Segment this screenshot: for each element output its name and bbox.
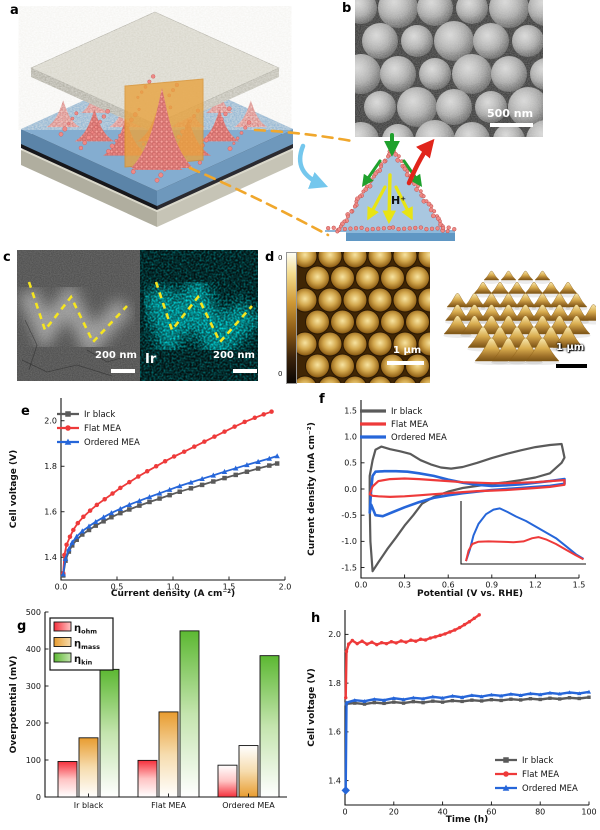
panel-label-a: a	[10, 3, 19, 18]
svg-text:Ordered MEA: Ordered MEA	[391, 433, 447, 443]
svg-text:Flat MEA: Flat MEA	[84, 424, 121, 434]
svg-text:Cell voltage (V): Cell voltage (V)	[9, 450, 19, 528]
sem-cross-section-image	[17, 250, 140, 381]
cyclic-voltammetry-chart: 0.0 0.3 0.6 0.9 1.2 1.5 -1.5 -1.0 -0.5 0.0 0.5 1.0 1…	[303, 392, 597, 600]
svg-text:1.4: 1.4	[44, 553, 57, 562]
panel-label-c: c	[3, 250, 11, 265]
overpotential-breakdown-bar-chart: 0 100 200 300 400 500 Overpotential (mV) Ir bla…	[5, 604, 297, 826]
scale-bar-label-afm2d: 1 μm	[393, 345, 422, 356]
svg-text:1.6: 1.6	[44, 508, 57, 517]
svg-text:0.5: 0.5	[111, 583, 124, 592]
svg-text:80: 80	[535, 808, 545, 817]
svg-text:Ordered MEA: Ordered MEA	[84, 438, 140, 448]
mea-3d-schematic	[21, 11, 293, 227]
svg-text:Flat MEA: Flat MEA	[522, 770, 559, 780]
svg-text:2.0: 2.0	[44, 417, 57, 426]
svg-text:0.6: 0.6	[442, 581, 455, 590]
svg-text:1.8: 1.8	[328, 679, 341, 688]
scale-bar-label-sem-top: 500 nm	[487, 107, 534, 120]
svg-text:1.4: 1.4	[328, 776, 341, 785]
polarization-curve-chart: 0.0 0.5 1.0 1.5 2.0 1.4 1.6 1.8 2.0 Current densi…	[5, 392, 297, 600]
svg-text:0: 0	[36, 793, 41, 802]
svg-text:-0.5: -0.5	[341, 511, 357, 520]
svg-text:60: 60	[486, 808, 496, 817]
eds-ir-map-image	[140, 250, 258, 381]
svg-text:0.0: 0.0	[355, 581, 368, 590]
svg-text:Ir black: Ir black	[522, 756, 553, 766]
svg-text:Ir black: Ir black	[74, 801, 104, 810]
svg-text:1.5: 1.5	[573, 581, 586, 590]
svg-text:Flat MEA: Flat MEA	[151, 801, 186, 810]
svg-text:-1.0: -1.0	[341, 537, 357, 546]
panel-label-h: h	[311, 611, 321, 626]
svg-text:-1.5: -1.5	[341, 563, 357, 572]
svg-text:Current density (mA cm⁻²): Current density (mA cm⁻²)	[307, 422, 317, 556]
svg-text:Time (h): Time (h)	[446, 815, 488, 825]
sem-image-catalyst-spheres	[355, 0, 543, 137]
scale-bar-afm2d	[387, 361, 424, 365]
svg-text:100: 100	[581, 808, 596, 817]
svg-text:200: 200	[26, 719, 41, 728]
stability-test-chart: 0 20 40 60 80 100 1.4 1.6 1.8 2.0 Time (h) Cell vol…	[303, 604, 597, 826]
panel-label-g: g	[17, 619, 27, 634]
svg-text:1.5: 1.5	[344, 406, 357, 415]
svg-text:Cell voltage (V): Cell voltage (V)	[307, 668, 317, 746]
svg-text:Potential (V vs. RHE): Potential (V vs. RHE)	[417, 589, 523, 599]
svg-text:100: 100	[26, 756, 41, 765]
afm-height-colorbar	[286, 252, 297, 384]
svg-text:1.8: 1.8	[44, 462, 57, 471]
scale-bar-afm3d	[556, 364, 587, 368]
svg-text:400: 400	[26, 645, 41, 654]
scale-bar-label-afm3d: 1 μm	[556, 342, 585, 353]
svg-text:Ir black: Ir black	[84, 410, 115, 420]
panel-label-e: e	[21, 404, 30, 419]
svg-text:40: 40	[438, 808, 448, 817]
scale-bar-sem-cross	[111, 369, 135, 373]
svg-text:2.0: 2.0	[328, 630, 341, 639]
colorbar-bottom-label: 0	[278, 370, 283, 378]
svg-text:0.3: 0.3	[398, 581, 411, 590]
sem-image-canvas	[355, 0, 543, 137]
afm-3d-canvas	[438, 250, 596, 378]
scale-bar-sem-top	[490, 123, 533, 127]
eds-map-canvas	[140, 250, 258, 381]
svg-text:Overpotential (mV): Overpotential (mV)	[9, 656, 19, 754]
eds-element-label: Ir	[145, 352, 157, 367]
scale-bar-eds	[233, 369, 257, 373]
afm-3d-image	[438, 250, 596, 378]
cv-inset-chart	[453, 497, 590, 573]
scale-bar-label-eds: 200 nm	[213, 350, 255, 361]
svg-text:1.6: 1.6	[328, 728, 341, 737]
svg-text:Ordered MEA: Ordered MEA	[522, 784, 578, 794]
colorbar-top-label: 0	[278, 254, 283, 262]
svg-text:Flat MEA: Flat MEA	[391, 420, 428, 430]
svg-text:1.0: 1.0	[167, 583, 180, 592]
svg-text:1.0: 1.0	[344, 432, 357, 441]
panel-label-d: d	[265, 250, 275, 265]
scale-bar-label-sem-cross: 200 nm	[95, 350, 137, 361]
svg-text:Ordered MEA: Ordered MEA	[222, 801, 275, 810]
svg-text:300: 300	[26, 682, 41, 691]
svg-text:0.5: 0.5	[344, 459, 357, 468]
svg-text:Ir black: Ir black	[391, 407, 422, 417]
svg-text:1.5: 1.5	[223, 583, 236, 592]
svg-text:500: 500	[26, 608, 41, 617]
panel-label-f: f	[319, 392, 325, 407]
svg-text:Current density (A cm⁻²): Current density (A cm⁻²)	[111, 589, 235, 599]
svg-text:1.2: 1.2	[529, 581, 542, 590]
cone-cross-section-diagram	[297, 133, 457, 241]
svg-text:20: 20	[389, 808, 399, 817]
sem-cross-section-canvas	[17, 250, 140, 381]
panel-label-b: b	[342, 1, 352, 16]
svg-text:0.0: 0.0	[55, 583, 68, 592]
svg-text:0.9: 0.9	[485, 581, 498, 590]
svg-text:0.0: 0.0	[344, 485, 357, 494]
svg-text:0: 0	[342, 808, 347, 817]
svg-text:2.0: 2.0	[279, 583, 292, 592]
proton-label: H⁺	[391, 194, 407, 207]
